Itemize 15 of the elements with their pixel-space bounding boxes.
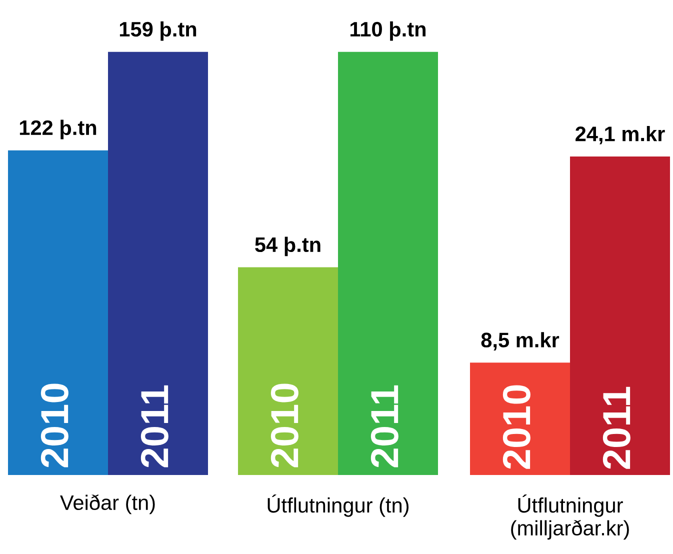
data-label: 54 þ.tn [255, 236, 320, 256]
data-label: 110 þ.tn [350, 21, 426, 41]
x-tick-label: 2010 [270, 384, 298, 468]
data-label: 122 þ.tn [20, 120, 96, 140]
x-tick-label: 2011 [602, 386, 630, 469]
x-axis-title: Útflutningur (tn) [268, 494, 408, 517]
data-label: 8,5 m.kr [481, 332, 560, 350]
x-tick-label: 2011 [370, 385, 398, 468]
x-tick-label: 2010 [40, 384, 68, 468]
x-tick-label: 2011 [140, 385, 168, 468]
x-axis-title: Útflutningur (milljarðar.kr) [511, 494, 629, 540]
data-label: 159 þ.tn [120, 21, 196, 41]
x-axis-title: Veiðar (tn) [60, 494, 155, 514]
x-tick-label: 2010 [502, 385, 530, 469]
data-label: 24,1 m.kr [576, 126, 665, 144]
